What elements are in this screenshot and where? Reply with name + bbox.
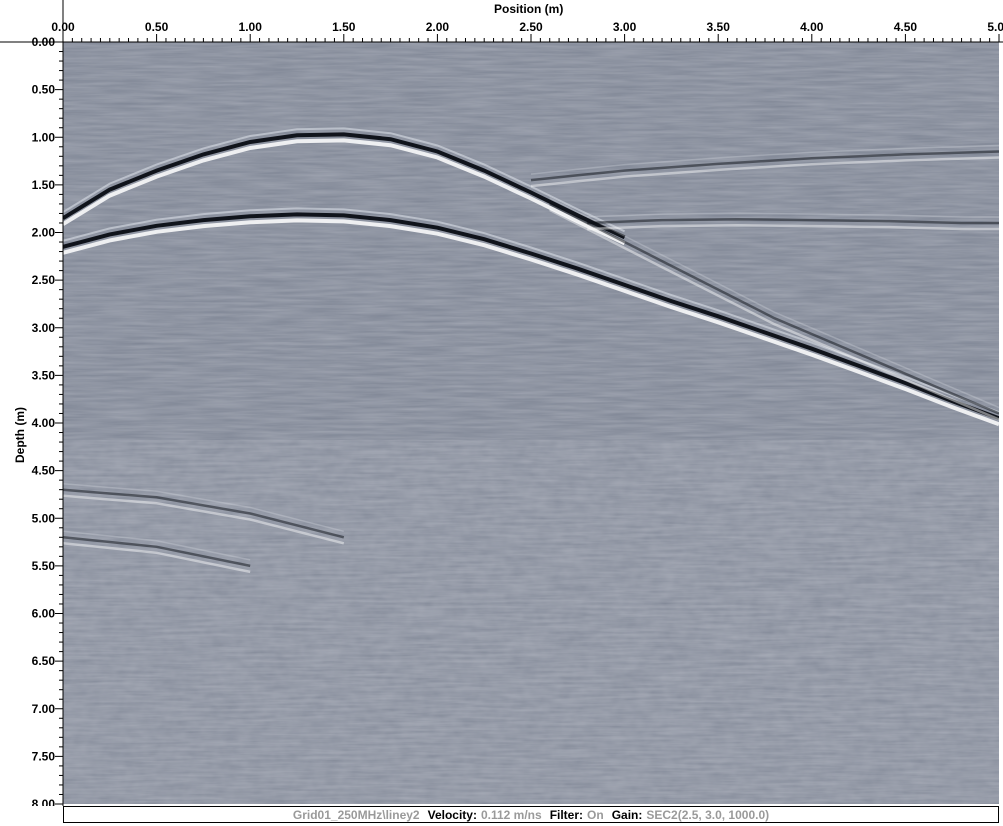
- x-tick-label: 1.50: [332, 20, 356, 34]
- reflector-6-dark: [63, 536, 251, 568]
- x-tick-label: 5.00: [987, 20, 1003, 34]
- y-tick-label: 1.00: [32, 130, 56, 144]
- reflector-0-dark: [63, 132, 626, 240]
- reflector-5-dark: [63, 488, 345, 539]
- reflector-2-halo: [549, 197, 999, 409]
- y-tick-label: 2.50: [32, 273, 56, 287]
- reflector-2-light: [549, 208, 999, 421]
- reflector-3: [530, 144, 999, 188]
- y-tick-label: 8.00: [32, 797, 56, 806]
- reflector-0-halo: [63, 127, 626, 233]
- y-tick-label: 0.00: [32, 35, 56, 49]
- reflector-1-dark: [63, 212, 999, 421]
- x-tick-label: 4.50: [894, 20, 918, 34]
- y-tick-label: 6.50: [32, 654, 56, 668]
- deep-texture-layer: [63, 440, 999, 804]
- x-axis-title: Position (m): [494, 2, 564, 16]
- x-tick-label: 2.00: [426, 20, 450, 34]
- status-filter-value: On: [587, 807, 604, 822]
- x-tick-label: 4.00: [800, 20, 824, 34]
- reflector-6-halo: [63, 530, 251, 561]
- reflector-2: [549, 197, 999, 421]
- x-tick-label: 0.00: [51, 20, 75, 34]
- y-tick-label: 7.00: [32, 702, 56, 716]
- reflector-0-light: [63, 138, 626, 246]
- y-tick-label: 2.00: [32, 226, 56, 240]
- status-file: Grid01_250MHz\liney2: [292, 807, 420, 822]
- reflector-6: [63, 530, 251, 574]
- y-tick-label: 3.50: [32, 368, 56, 382]
- radargram-plot: 0.00 0.50 1.00 1.50 2.00 2.50 3.00 3.50 4.00 4.50…: [0, 0, 1003, 806]
- reflector-0: [63, 127, 626, 246]
- y-tick-label: 1.50: [32, 178, 56, 192]
- reflector-5-halo: [63, 482, 344, 533]
- reflector-6-light: [63, 542, 251, 574]
- reflector-4: [587, 212, 999, 231]
- x-tick-label: 3.00: [613, 20, 637, 34]
- reflector-5: [63, 482, 345, 545]
- y-tick-label: 0.50: [32, 83, 56, 97]
- y-tick-label: 7.50: [32, 749, 56, 763]
- x-tick-label: 0.50: [145, 20, 169, 34]
- status-gain-label: Gain:: [611, 807, 643, 822]
- x-tick-label: 1.00: [239, 20, 263, 34]
- status-bar: Grid01_250MHz\liney2 Velocity: 0.112 m/n…: [63, 806, 999, 823]
- reflector-1: [63, 207, 999, 427]
- y-tick-label: 5.50: [32, 559, 56, 573]
- y-tick-label: 5.00: [32, 511, 56, 525]
- reflector-1-halo: [63, 207, 999, 414]
- reflector-3-dark: [530, 150, 999, 182]
- reflector-1-light: [63, 218, 999, 427]
- reflector-4-halo: [587, 212, 999, 218]
- status-velocity-value: 0.112 m/ns: [480, 807, 542, 822]
- reflector-4-dark: [587, 217, 999, 225]
- status-filter-label: Filter:: [549, 807, 584, 822]
- x-tick-label: 2.50: [519, 20, 543, 34]
- reflector-2-dark: [549, 202, 999, 415]
- y-tick-label: 4.50: [32, 464, 56, 478]
- y-tick-label: 3.00: [32, 321, 56, 335]
- reflector-3-light: [530, 156, 999, 188]
- status-velocity-label: Velocity:: [427, 807, 477, 822]
- x-tick-label: 3.50: [707, 20, 731, 34]
- reflector-3-halo: [530, 144, 999, 175]
- reflector-5-light: [63, 494, 345, 545]
- reflector-4-light: [587, 223, 999, 231]
- y-axis-title: Depth (m): [13, 407, 27, 463]
- y-tick-label: 6.00: [32, 607, 56, 621]
- status-gain-value: SEC2(2.5, 3.0, 1000.0): [646, 807, 770, 822]
- y-tick-label: 4.00: [32, 416, 56, 430]
